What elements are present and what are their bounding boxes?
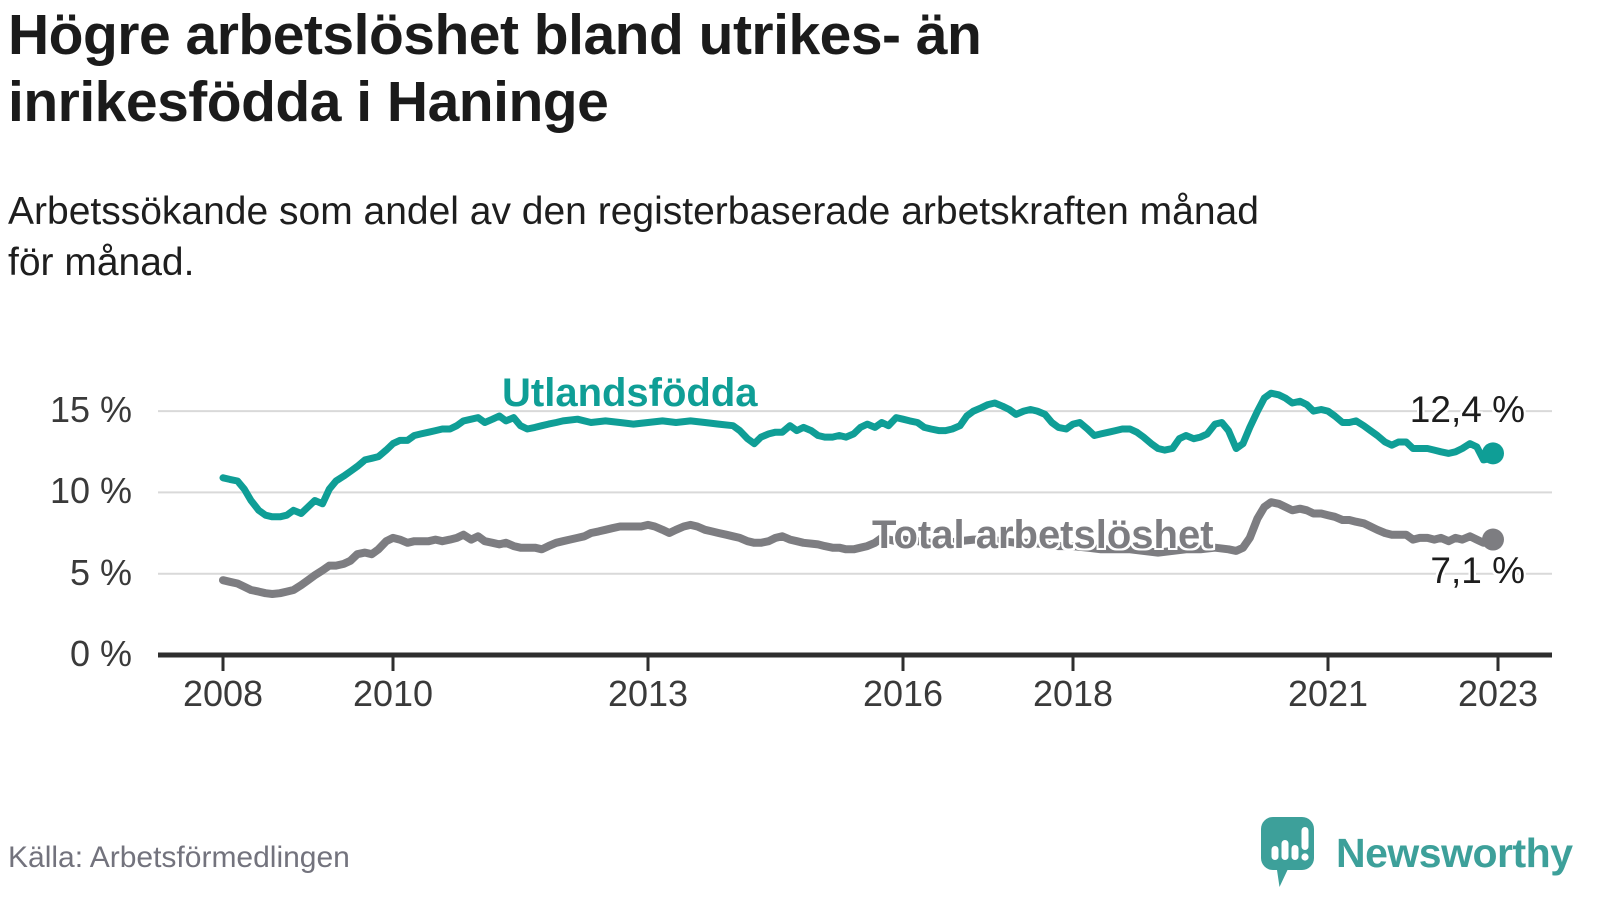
y-tick-label: 10 % [49,470,132,512]
x-tick-label: 2023 [1457,673,1539,714]
x-tick-label: 2018 [1032,673,1114,714]
x-tick-label: 2016 [862,673,944,714]
x-tick-label: 2010 [352,673,434,714]
chart-subtitle: Arbetssökande som andel av den registerb… [8,190,1259,285]
newsworthy-bubble-icon [1261,817,1314,887]
series-line-1 [219,498,1502,598]
y-tick-label: 5 % [69,551,132,593]
series-end-dot-1 [1482,528,1504,551]
y-tick-label: 0 % [69,633,132,674]
x-tick-label: 2008 [182,673,264,714]
series-line-0 [219,389,1502,521]
x-tick-label: 2021 [1287,673,1369,714]
y-tick-label: 15 % [49,389,132,431]
newsworthy-logo: Newsworthy [1260,816,1573,890]
series-end-dot-0 [1482,442,1504,465]
source-text: Källa: Arbetsförmedlingen [8,841,350,874]
end-value-label-utlandsfodda: 12,4 % [1409,389,1525,430]
series-label-total-arbetsloshet: Total arbetslöshet [872,513,1214,557]
newsworthy-wordmark: Newsworthy [1336,829,1573,876]
end-value-label-total: 7,1 % [1430,550,1525,591]
series-label-utlandsfodda: Utlandsfödda [502,371,758,415]
chart-title: Högre arbetslöshet bland utrikes- än inr… [8,3,982,135]
x-tick-label: 2013 [607,673,689,714]
